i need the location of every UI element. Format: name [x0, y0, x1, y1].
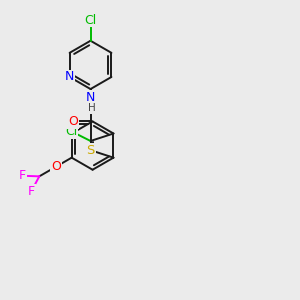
Text: F: F — [28, 184, 35, 198]
Text: S: S — [86, 144, 95, 157]
Text: Cl: Cl — [84, 14, 97, 27]
Text: N: N — [65, 70, 74, 83]
Text: O: O — [68, 115, 78, 128]
Text: O: O — [51, 160, 61, 173]
Text: Cl: Cl — [65, 125, 78, 138]
Text: N: N — [86, 91, 95, 104]
Text: F: F — [19, 169, 26, 182]
Text: H: H — [88, 103, 95, 113]
